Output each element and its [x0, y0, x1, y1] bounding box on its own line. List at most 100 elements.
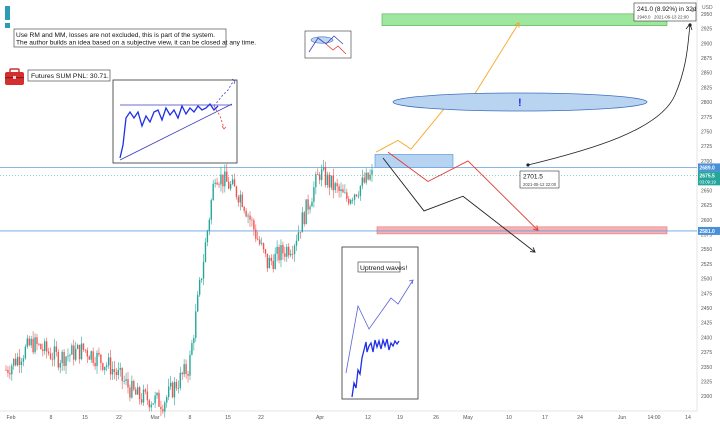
- candle-body: [51, 358, 54, 360]
- candle-body: [220, 174, 222, 185]
- candle-body: [96, 352, 98, 367]
- candle-body: [119, 367, 121, 370]
- candle-body: [200, 278, 203, 280]
- pnl-label: Futures SUM PNL: 30.71.: [31, 73, 109, 80]
- orange-bull-path: [375, 22, 520, 153]
- candle-body: [82, 343, 85, 350]
- candle-body: [351, 199, 354, 201]
- candle-body: [218, 184, 220, 186]
- candle-body: [113, 369, 116, 373]
- candle-body: [36, 337, 38, 344]
- candle-body: [80, 343, 83, 360]
- candle-body: [18, 356, 21, 366]
- candle-body: [61, 351, 63, 364]
- candle-body: [76, 344, 79, 349]
- anchor-box: [519, 170, 560, 189]
- candle-body: [270, 257, 273, 261]
- anchor-value: 2701.5: [523, 174, 543, 181]
- candle-body: [338, 186, 340, 192]
- x-tick-label: 17: [542, 415, 548, 421]
- y-tick-label: 2725: [701, 144, 712, 150]
- y-tick-label: 2550: [701, 247, 712, 253]
- candle-body: [326, 174, 329, 186]
- candle-body: [160, 406, 162, 410]
- candle-body: [243, 206, 245, 211]
- candle-body: [237, 196, 240, 203]
- price-tags-layer: 2689.0 2675.503:09:19 2581.0: [698, 163, 720, 235]
- candle-body: [231, 179, 234, 185]
- candle-body: [75, 348, 77, 360]
- candle-body: [47, 351, 50, 354]
- candle-body: [14, 358, 17, 366]
- red-support-zone: [376, 226, 668, 235]
- candle-body: [156, 392, 158, 396]
- candle-body: [102, 363, 104, 370]
- candle-body: [212, 183, 214, 201]
- candle-body: [226, 171, 228, 182]
- candle-body: [353, 194, 356, 200]
- candle-body: [249, 215, 251, 220]
- pnl-box: [27, 69, 111, 82]
- candle-body: [317, 174, 319, 175]
- forecast-paths-layer: [375, 21, 539, 253]
- y-tick-label: 2875: [701, 56, 712, 62]
- candle-body: [280, 245, 282, 261]
- y-tick-label: 2475: [701, 291, 712, 297]
- candle-body: [216, 182, 218, 185]
- x-tick-label: 14: [685, 415, 691, 421]
- y-tick-label: 2650: [701, 188, 712, 194]
- candle-body: [286, 246, 288, 257]
- candle-body: [235, 186, 238, 197]
- candle-body: [115, 372, 118, 376]
- candle-body: [146, 391, 149, 401]
- currency-label: USD: [702, 5, 713, 11]
- candle-body: [342, 189, 344, 193]
- candle-body: [111, 369, 114, 375]
- candle-body: [181, 372, 183, 375]
- measure-price: 2948.0: [637, 15, 651, 20]
- note-marker-dot: [5, 23, 10, 28]
- candle-body: [208, 219, 211, 231]
- orange-bull-path-arrowhead: [514, 21, 520, 28]
- candle-body: [42, 349, 44, 352]
- candle-body: [311, 201, 313, 207]
- candle-body: [107, 357, 110, 366]
- candle-body: [320, 169, 323, 181]
- candle-body: [104, 366, 106, 370]
- candle-body: [334, 183, 336, 191]
- measure-arrow: [527, 24, 691, 166]
- candle-body: [16, 356, 19, 366]
- price-tag-label: 2675.5: [700, 173, 716, 179]
- candle-body: [206, 230, 209, 243]
- candle-body: [288, 246, 290, 256]
- candle-body: [303, 212, 305, 225]
- candle-body: [53, 346, 56, 360]
- candle-body: [94, 362, 96, 367]
- candle-body: [348, 198, 350, 204]
- candle-body: [260, 243, 263, 245]
- y-tick-label: 2900: [701, 41, 712, 47]
- candle-body: [7, 369, 9, 373]
- candle-body: [65, 356, 67, 366]
- candle-body: [90, 351, 92, 360]
- note-line-1: Use RM and MM, losses are not excluded, …: [16, 32, 215, 39]
- settings-icon[interactable]: ⚙: [690, 7, 695, 14]
- candle-body: [361, 177, 364, 186]
- candle-body: [227, 181, 230, 189]
- candle-body: [241, 194, 243, 207]
- x-tick-label: 8: [189, 415, 192, 421]
- candle-body: [193, 338, 195, 344]
- candle-body: [365, 172, 367, 183]
- candle-body: [69, 354, 71, 356]
- measure-line-1: 241.0 (8.92%) in 32d: [637, 6, 697, 13]
- candle-body: [24, 346, 27, 359]
- candle-body: [257, 238, 259, 240]
- candle-body: [282, 245, 284, 254]
- uptrend-label: Uptrend waves!: [360, 265, 407, 272]
- price-tag-label: 2689.0: [700, 165, 716, 171]
- candle-body: [367, 172, 369, 180]
- candle-body: [309, 206, 311, 210]
- candle-body: [349, 199, 352, 204]
- candle-body: [187, 374, 189, 376]
